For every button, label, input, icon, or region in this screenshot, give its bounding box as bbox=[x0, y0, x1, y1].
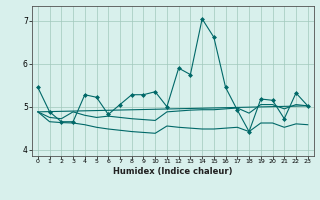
X-axis label: Humidex (Indice chaleur): Humidex (Indice chaleur) bbox=[113, 167, 233, 176]
